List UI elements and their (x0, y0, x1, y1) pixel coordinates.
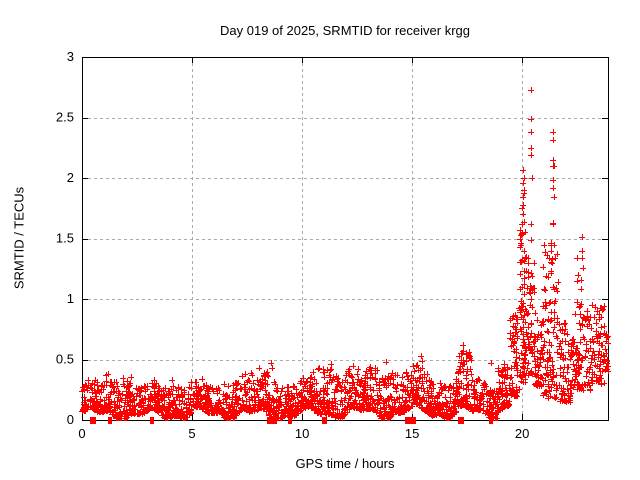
zero-line-marker (458, 417, 464, 424)
zero-line-marker (273, 417, 277, 424)
zero-line-marker (410, 417, 416, 424)
x-tick-label: 10 (295, 426, 309, 441)
tick-marks (82, 57, 608, 421)
zero-line-marker (290, 417, 292, 424)
chart-title: Day 019 of 2025, SRMTID for receiver krg… (220, 23, 470, 38)
zero-line-marker (150, 417, 152, 424)
y-tick-label: 2.5 (56, 110, 74, 125)
zero-line-marker (322, 417, 327, 424)
zero-line-marker (108, 417, 112, 424)
zero-line-marker (288, 417, 290, 424)
x-tick-label: 0 (78, 426, 85, 441)
x-axis-label: GPS time / hours (295, 456, 395, 471)
data-points (79, 87, 611, 421)
x-tick-label: 15 (405, 426, 419, 441)
y-tick-label: 1 (67, 291, 74, 306)
zero-line-marker (489, 417, 491, 424)
x-tick-label: 5 (188, 426, 195, 441)
grid-lines (82, 57, 608, 420)
zero-line-marker (267, 417, 274, 424)
y-tick-label: 0.5 (56, 352, 74, 367)
y-tick-label: 3 (67, 49, 74, 64)
zero-line-marker (152, 417, 154, 424)
y-tick-label: 1.5 (56, 231, 74, 246)
y-tick-label: 0 (67, 412, 74, 427)
zero-line-marker (90, 417, 96, 424)
y-tick-label: 2 (67, 170, 74, 185)
zero-line-marker (405, 417, 411, 424)
x-tick-label: 20 (515, 426, 529, 441)
zero-line-marker (491, 417, 493, 424)
